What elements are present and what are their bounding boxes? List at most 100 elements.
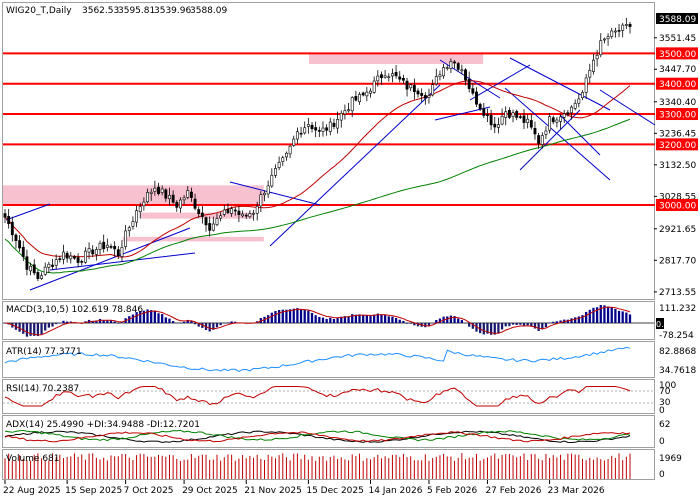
candle-body (515, 111, 519, 118)
candle-body (21, 246, 25, 257)
macd-bar (581, 315, 584, 323)
candle-body (438, 74, 442, 77)
level-tag (656, 138, 698, 151)
macd-tick: -78.254 (659, 331, 694, 341)
level-label: 3200.00 (659, 141, 696, 151)
macd-bar (299, 309, 303, 323)
macd-bar (559, 320, 562, 323)
candle-body (317, 130, 321, 132)
candle-body (87, 248, 91, 253)
macd-bar (405, 323, 409, 324)
adx-title: ADX(14) 25.4990 +DI:34.9488 -DI:12.7201 (6, 420, 200, 430)
trendline (5, 203, 51, 221)
candle-body (361, 92, 365, 96)
price-tick-label: 3236.45 (659, 129, 696, 139)
candle-body (537, 135, 541, 144)
date-axis: 22 Aug 2025 15 Sep 2025 7 Oct 2025 29 Oct 2… (3, 480, 605, 496)
candle-body (168, 195, 171, 200)
candle-body (445, 67, 449, 69)
candle-body (387, 76, 391, 79)
candle-body (592, 59, 595, 72)
macd-bar (22, 323, 25, 334)
moving-averages (4, 80, 631, 274)
macd-bar (599, 305, 602, 323)
macd-bar (486, 323, 489, 334)
candle-body (157, 186, 160, 194)
candle-body (54, 259, 58, 266)
macd-bar (369, 316, 372, 323)
macd-bar (102, 320, 105, 323)
macd-bar (139, 311, 142, 323)
adx-tick: 62 (659, 420, 670, 430)
candle-body (65, 252, 69, 259)
plus-di-line (4, 429, 631, 442)
volume-pane (4, 453, 631, 479)
macd-bar (460, 320, 464, 323)
macd-bar (511, 323, 515, 325)
trendline (269, 84, 441, 247)
last-price-label: 3588.09 (659, 15, 696, 25)
date-tick-label: 15 Sep 2025 (65, 486, 122, 496)
candle-body (431, 84, 435, 96)
candle-body (47, 263, 51, 268)
candle-body (599, 40, 603, 56)
macd-bar (215, 323, 219, 328)
horizontal-levels (3, 52, 655, 207)
candle-body (193, 198, 197, 209)
macd-bar (522, 323, 526, 326)
candle-body (18, 240, 22, 249)
trendline (559, 114, 601, 156)
candle-body (507, 109, 511, 118)
macd-bar (464, 323, 467, 324)
price-pane-frame (2, 2, 655, 300)
candle-body (412, 84, 416, 93)
macd-bar (606, 306, 610, 323)
candle-body (617, 30, 621, 32)
candle-body (350, 97, 354, 112)
macd-bar (314, 315, 317, 323)
macd-bar (69, 321, 72, 323)
candle-body (405, 80, 409, 90)
date-tick-label: 14 Jan 2026 (368, 486, 422, 496)
candle-body (241, 213, 245, 217)
macd-bar (307, 310, 310, 323)
candle-body (274, 168, 277, 176)
candle-body (14, 234, 18, 242)
macd-bar (208, 323, 211, 332)
candle-body (321, 127, 325, 132)
rsi-pane (3, 386, 654, 407)
trendline (229, 181, 321, 206)
trendline (599, 89, 656, 126)
candle-body (36, 272, 40, 279)
macd-bar (55, 323, 58, 325)
candle-body (270, 174, 274, 187)
macd-bar (508, 323, 511, 327)
macd-bar (457, 318, 460, 323)
macd-bar (365, 315, 368, 323)
candle-body (493, 123, 497, 128)
date-tick-label: 29 Oct 2025 (182, 486, 238, 496)
candle-body (427, 95, 431, 98)
macd-bar (424, 323, 427, 328)
date-tick-label: 21 Nov 2025 (244, 486, 302, 496)
candle-body (109, 246, 113, 248)
candle-body (372, 80, 376, 93)
adx-line (4, 430, 631, 444)
rsi-tick: 0 (659, 406, 665, 416)
candle-body (496, 124, 500, 128)
candle-body (369, 90, 372, 94)
price-tick-label: 3551.45 (659, 34, 696, 44)
candle-body (284, 152, 288, 158)
date-tick-label: 23 Mar 2026 (548, 486, 605, 496)
macd-bar (98, 319, 102, 323)
macd-bar (288, 309, 292, 323)
open-value: 3562.53 (82, 6, 119, 16)
level-tag (656, 199, 698, 212)
macd-bar (325, 318, 328, 323)
candle-body (175, 202, 179, 208)
candle-body (29, 265, 33, 272)
level-tag (656, 77, 698, 90)
candle-body (259, 194, 263, 207)
macd-bar (171, 321, 175, 323)
macd-bar (446, 316, 449, 323)
